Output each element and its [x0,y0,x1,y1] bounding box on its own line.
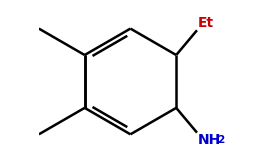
Text: 2: 2 [216,135,223,145]
Text: Et: Et [197,16,213,30]
Text: NH: NH [197,133,220,147]
